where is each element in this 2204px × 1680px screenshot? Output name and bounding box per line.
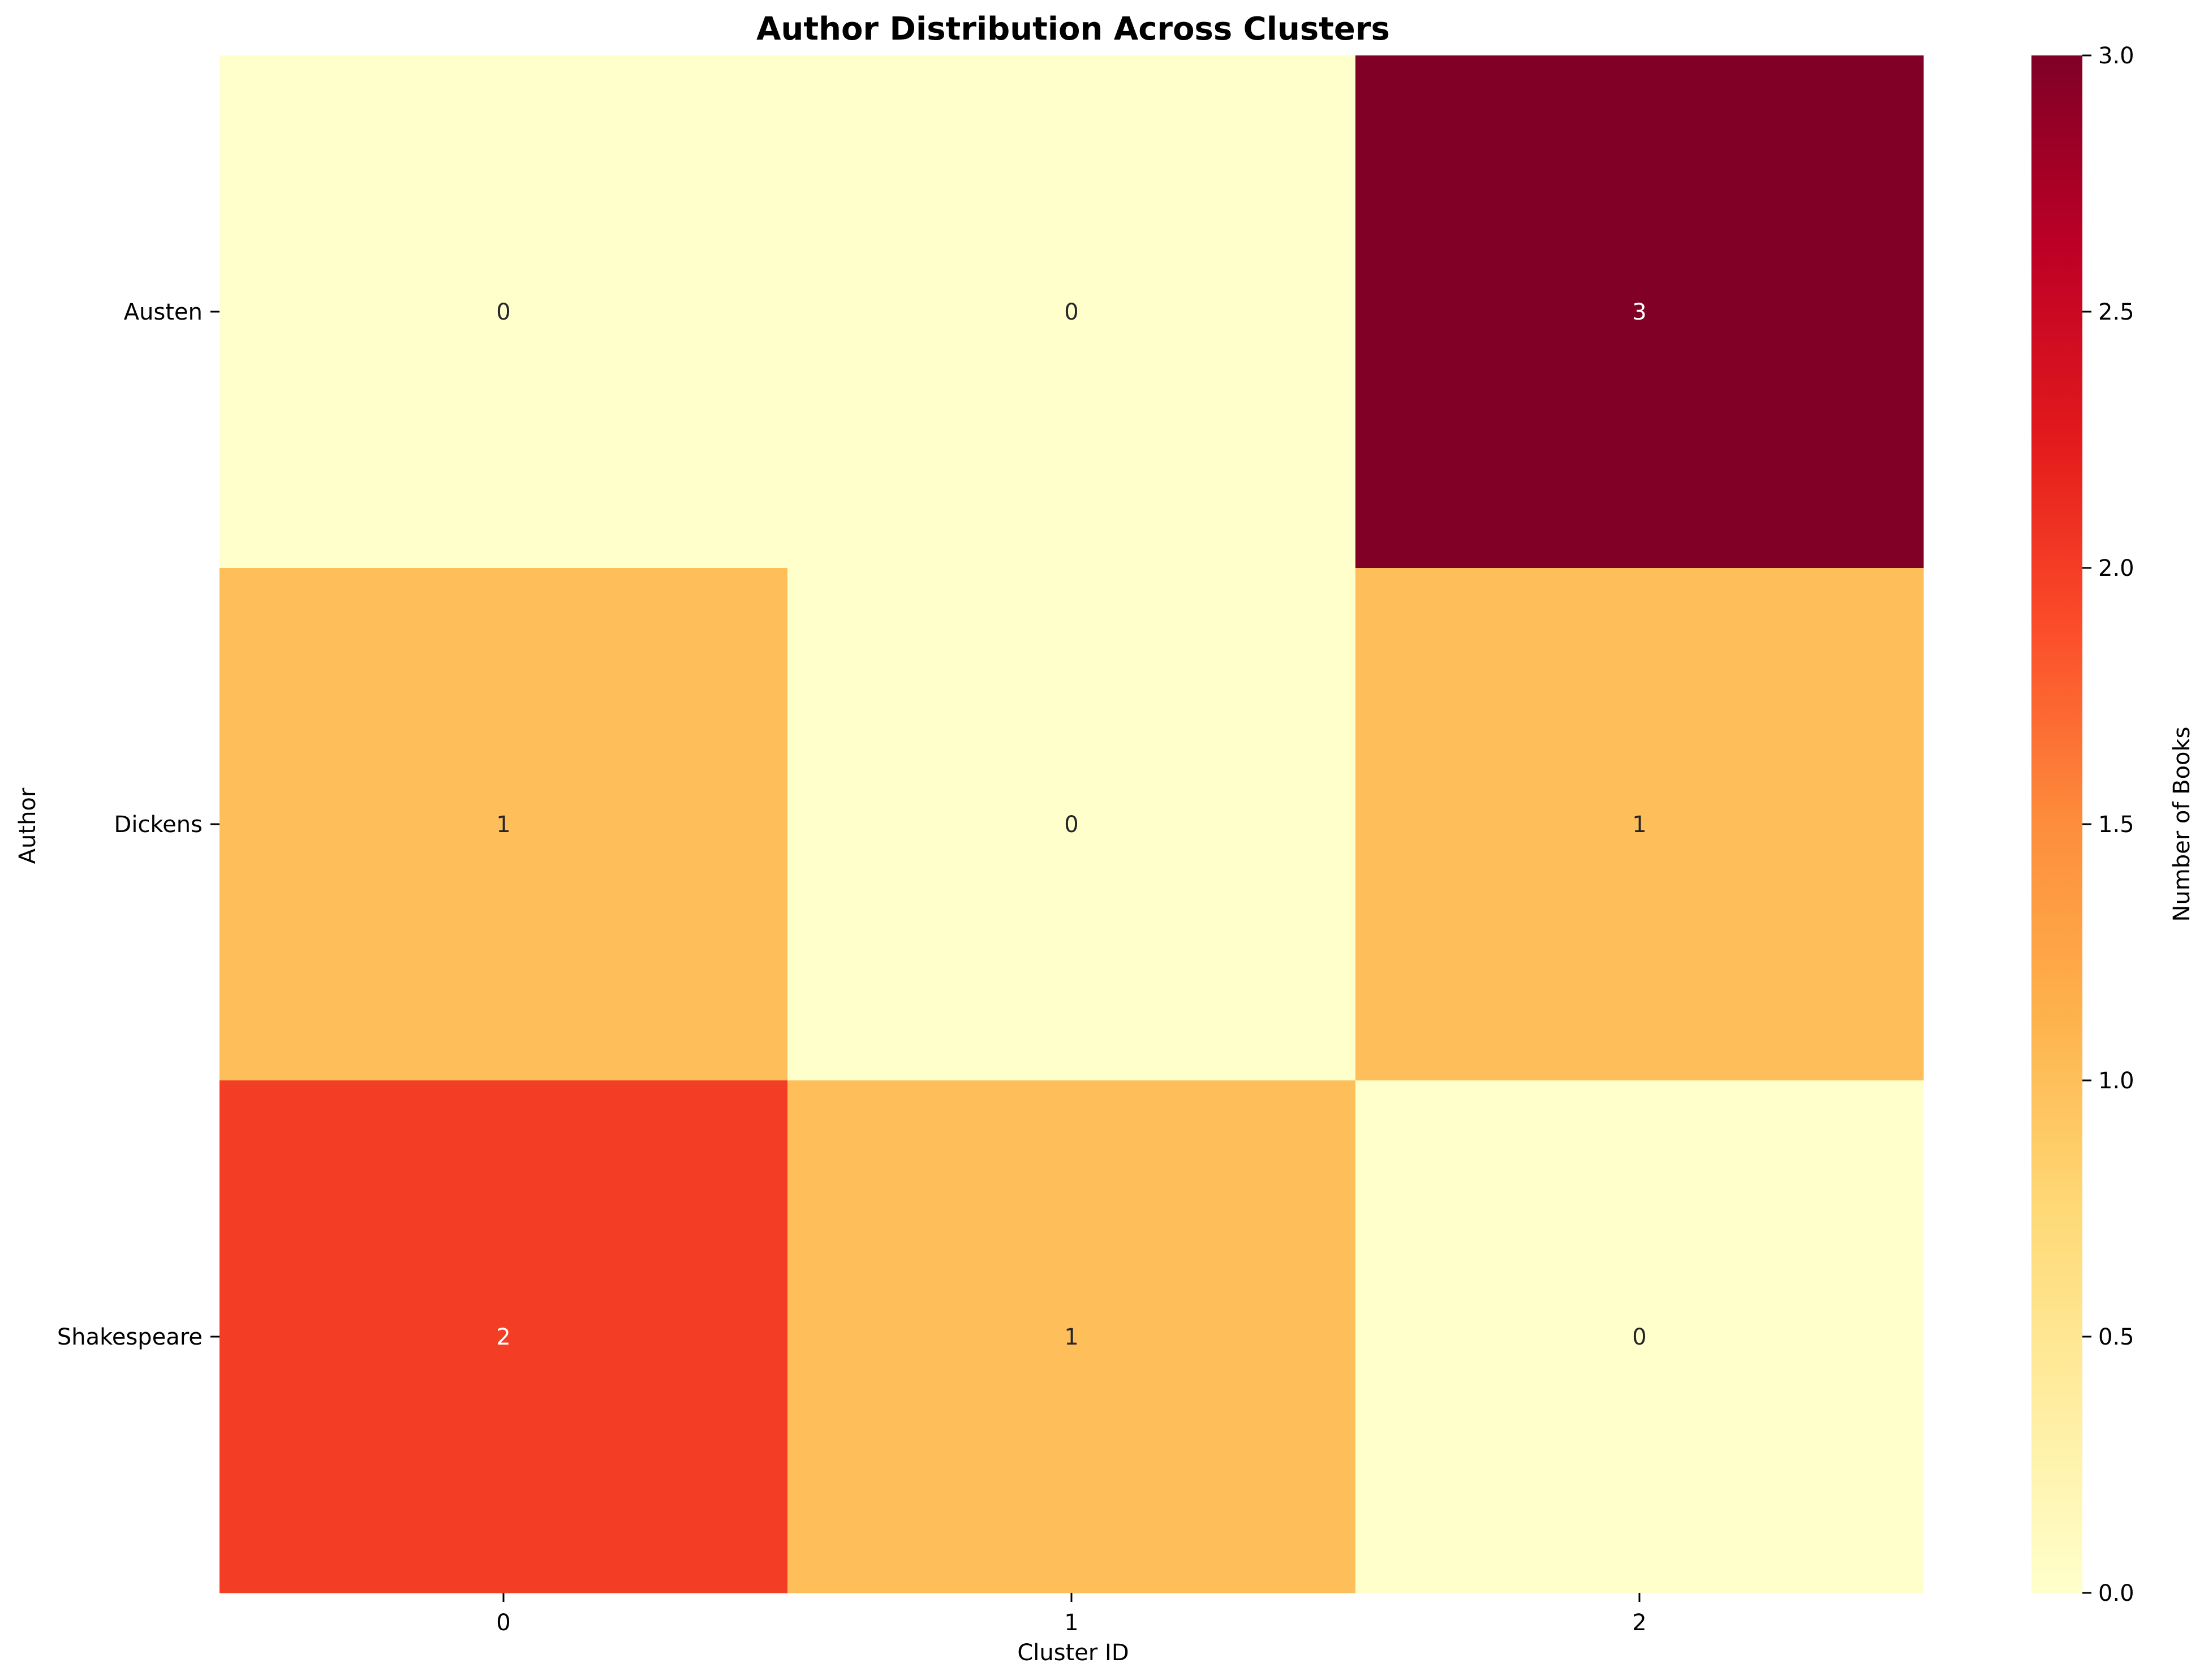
- y-axis-label: Author: [15, 787, 41, 864]
- heatmap-cell: [787, 55, 1356, 568]
- colorbar-tick-label: 2.0: [2098, 555, 2134, 581]
- chart-title: Author Distribution Across Clusters: [756, 11, 1390, 48]
- cell-value-label: 0: [496, 299, 510, 325]
- cell-value-label: 1: [496, 812, 510, 838]
- y-axis: Austen Dickens Shakespeare: [57, 299, 219, 1350]
- heatmap-cell: [219, 1080, 788, 1593]
- y-tick-label: Dickens: [114, 812, 203, 838]
- heatmap-cell: [219, 568, 788, 1081]
- heatmap-cell: [219, 55, 788, 568]
- colorbar-label: Number of Books: [2169, 726, 2195, 921]
- colorbar-gradient: [2031, 55, 2082, 1593]
- cell-value-label: 0: [1064, 299, 1078, 325]
- colorbar-tick-label: 2.5: [2098, 299, 2134, 325]
- x-tick-label: 1: [1064, 1610, 1078, 1636]
- y-tick-label: Austen: [124, 299, 203, 325]
- cell-value-label: 0: [1632, 1324, 1646, 1350]
- heatmap-cell: [787, 568, 1356, 1081]
- heatmap-cell-labels: 0 0 3 1 0 1 2 1 0: [496, 299, 1646, 1350]
- x-tick-label: 0: [496, 1610, 510, 1636]
- y-tick-label: Shakespeare: [57, 1324, 203, 1350]
- colorbar: 0.0 0.5 1.0 1.5 2.0 2.5 3.0 Number of Books: [2031, 43, 2195, 1606]
- colorbar-tick-label: 0.0: [2098, 1580, 2134, 1606]
- colorbar-ticks: 0.0 0.5 1.0 1.5 2.0 2.5 3.0: [2082, 43, 2134, 1606]
- heatmap-cell: [1355, 568, 1924, 1081]
- cell-value-label: 1: [1632, 812, 1646, 838]
- x-axis: 0 1 2: [496, 1593, 1647, 1636]
- cell-value-label: 1: [1064, 1324, 1078, 1350]
- heatmap-cell: [1355, 55, 1924, 568]
- colorbar-tick-label: 0.5: [2098, 1324, 2134, 1350]
- cell-value-label: 3: [1632, 299, 1646, 325]
- heatmap-cell: [787, 1080, 1356, 1593]
- x-tick-label: 2: [1632, 1610, 1646, 1636]
- x-axis-label: Cluster ID: [1017, 1640, 1129, 1666]
- cell-value-label: 0: [1064, 812, 1078, 838]
- colorbar-tick-label: 3.0: [2098, 43, 2134, 69]
- heatmap-cell: [1355, 1080, 1924, 1593]
- colorbar-tick-label: 1.5: [2098, 812, 2134, 838]
- colorbar-tick-label: 1.0: [2098, 1068, 2134, 1094]
- heatmap-cells: [219, 55, 1924, 1593]
- cell-value-label: 2: [496, 1324, 510, 1350]
